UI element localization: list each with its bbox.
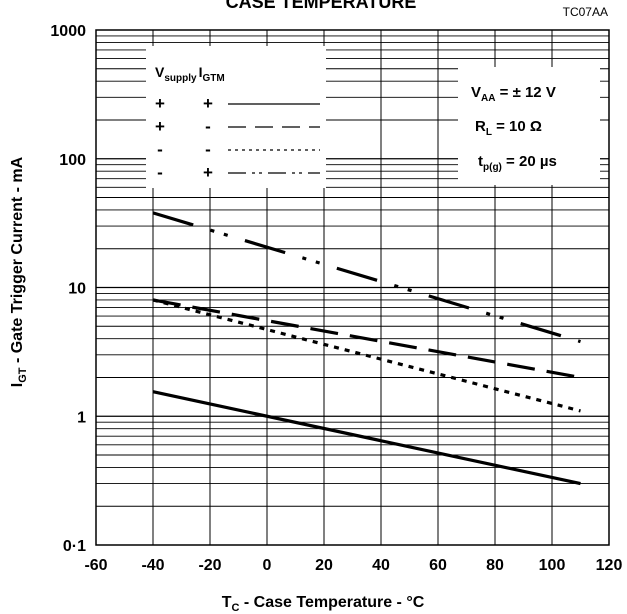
legend-vsupply-sign: - [157, 140, 163, 159]
x-tick-label: 0 [263, 557, 272, 574]
data-series [152, 211, 581, 486]
y-tick-label: 1000 [50, 23, 86, 40]
legend-box [146, 46, 326, 188]
legend-igtm-sign: - [205, 140, 211, 159]
x-tick-label: -20 [198, 557, 221, 574]
test-conditions: VAA = ± 12 V RL = 10 Ω tp(g) = 20 µs [458, 67, 600, 185]
legend-vsupply-sign: + [155, 94, 165, 113]
legend-igtm-sign: - [205, 117, 211, 136]
x-tick-label: 40 [372, 557, 390, 574]
chart-title: CASE TEMPERATURE [226, 0, 417, 12]
x-tick-label: -60 [84, 557, 107, 574]
y-tick-label: 10 [68, 281, 86, 298]
condition-rl: RL = 10 Ω [475, 118, 542, 138]
axis-tick-labels: -60 -40 -20 0 20 40 60 80 100 120 0·1 1 10 100 1000 [50, 23, 622, 574]
conditions-box [458, 67, 600, 185]
x-tick-label: 100 [539, 557, 566, 574]
y-tick-label: 1 [77, 409, 86, 426]
x-tick-label: 120 [596, 557, 623, 574]
series-line [152, 211, 581, 344]
x-tick-label: 20 [315, 557, 333, 574]
legend: Vsupply IGTM + + + - - - - + [146, 46, 326, 188]
x-tick-label: 80 [486, 557, 504, 574]
plot-frame [95, 29, 610, 546]
legend-vsupply-sign: - [157, 163, 163, 182]
legend-igtm-sign: + [203, 94, 213, 113]
condition-vaa: VAA = ± 12 V [471, 84, 556, 104]
legend-header: Vsupply IGTM [155, 64, 225, 84]
legend-vsupply-sign: + [155, 117, 165, 136]
legend-igtm-sign: + [203, 163, 213, 182]
figure-code: TC07AA [563, 5, 608, 19]
legend-rows: + + + - - - - + [155, 94, 320, 182]
series-line [152, 390, 581, 486]
series-line [152, 298, 581, 413]
x-tick-label: 60 [429, 557, 447, 574]
x-axis-label: TC - Case Temperature - °C [222, 594, 425, 614]
x-tick-label: -40 [141, 557, 164, 574]
y-axis-label: IGT - Gate Trigger Current - mA [9, 156, 29, 387]
condition-tpg: tp(g) = 20 µs [478, 153, 557, 173]
y-tick-label: 0·1 [63, 538, 86, 555]
series-line [152, 298, 581, 380]
y-tick-label: 100 [59, 152, 86, 169]
